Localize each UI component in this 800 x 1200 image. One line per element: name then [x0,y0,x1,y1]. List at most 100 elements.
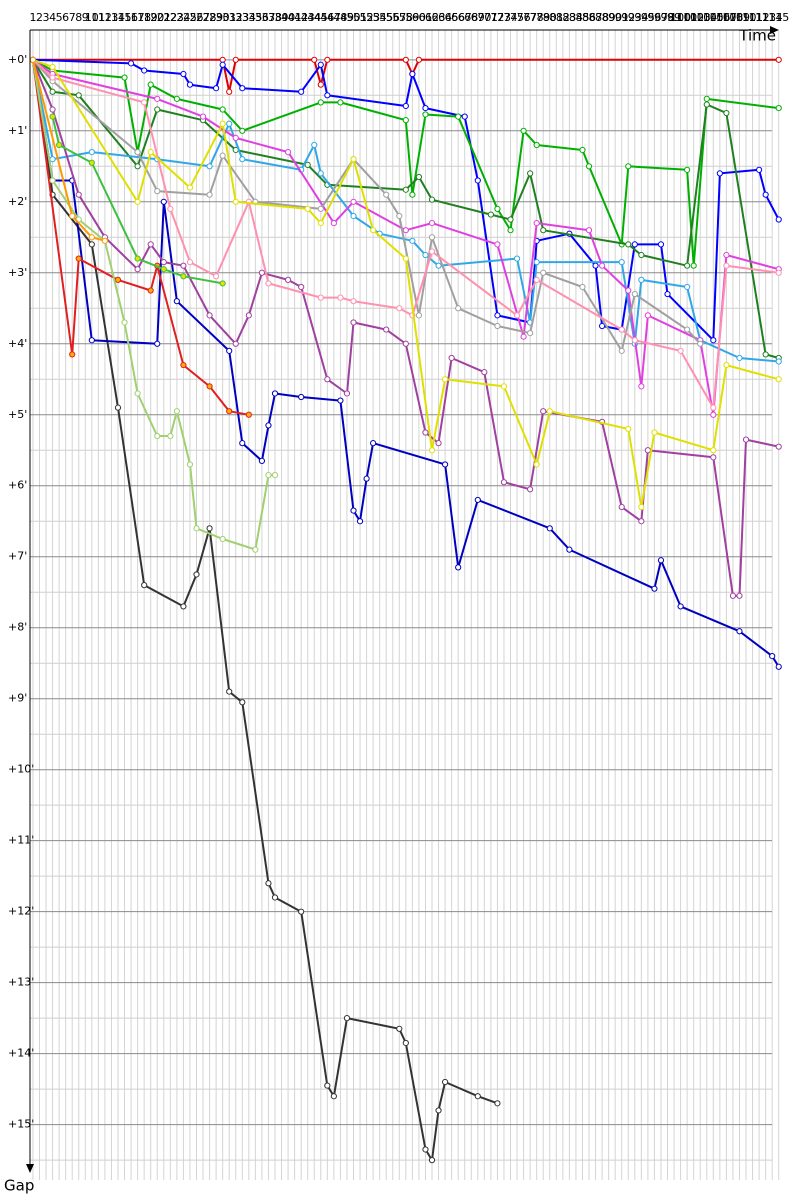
lap-point [638,383,645,390]
lap-point [540,227,547,234]
series [29,56,782,670]
x-tick-label: 81 [549,11,563,24]
lap-point [448,354,455,362]
y-tick-label: +14' [8,1047,34,1060]
x-tick-label: 38 [268,11,282,24]
lap-point [258,269,266,276]
lap-point [141,99,148,106]
lap-point [409,237,416,244]
lap-point [435,440,442,447]
lap-point [134,390,141,397]
lap-point [160,266,167,273]
x-tick-label: 5 [56,11,63,24]
lap-point [350,212,357,220]
lap-point [775,56,782,63]
x-tick-label: 46 [320,11,334,24]
x-tick-label: 94 [634,11,648,24]
lap-point [49,156,56,163]
x-tick-label: 95 [641,11,655,24]
lap-point [684,326,691,333]
lap-point [213,85,220,92]
lap-point [703,95,710,102]
lap-point [625,163,632,170]
lap-point [167,432,174,440]
lap-point [402,227,409,234]
lap-point [513,312,521,319]
lap-point [494,1100,501,1107]
lap-point [134,148,141,156]
lap-point [775,663,782,670]
lap-point [219,61,226,68]
x-tick-label: 76 [517,11,531,24]
lap-point [716,170,723,177]
x-tick-label: 18 [137,11,151,24]
lap-point [664,290,671,298]
grid [30,30,780,1180]
lap-point [324,1082,331,1089]
lap-point [455,305,462,312]
lap-point [409,70,416,78]
lap-point [585,227,593,234]
lap-point [232,198,239,205]
x-tick-label: 96 [647,11,661,24]
lap-point [402,117,409,124]
x-tick-label: 33 [235,11,249,24]
x-tick-label: 6 [62,11,69,24]
series [29,56,252,418]
lap-point [540,408,547,415]
y-tick-label: +4' [8,337,27,350]
lap-point [422,104,429,112]
lap-point [147,148,154,156]
x-tick-label: 68 [464,11,478,24]
x-tick-label: 92 [621,11,635,24]
series-line [31,59,498,1162]
x-tick-label: 49 [340,11,354,24]
lap-point [121,74,128,81]
lap-point [422,1146,429,1153]
lap-point [219,280,226,287]
y-tick-label: +7' [8,550,27,563]
lap-point [114,404,122,411]
lap-point [402,1039,409,1047]
lap-point [769,653,776,660]
lap-point [428,234,436,241]
lap-point [226,88,233,95]
x-tick-label: 39 [275,11,289,24]
lap-point [474,496,481,504]
lap-point [324,92,331,99]
lap-point [775,358,782,365]
x-tick-label: 29 [209,11,223,24]
lap-point [481,369,488,376]
lap-point [422,429,429,436]
lap-point [160,259,167,266]
lap-point [206,191,213,198]
lap-point [226,347,233,354]
x-tick-label: 63 [432,11,446,24]
lap-point [49,63,56,71]
x-tick-label: 111 [742,11,763,24]
x-tick-label: 74 [504,11,518,24]
lap-point [134,198,141,205]
lap-point [88,337,95,344]
lap-point [252,546,259,553]
x-tick-label: 25 [183,11,197,24]
y-tick-label: +9' [8,692,27,705]
lap-point [775,104,782,112]
x-tick-label: 4 [49,11,56,24]
lap-point [625,425,632,433]
lap-point [494,205,501,212]
lap-point [134,255,141,262]
lap-point [258,457,266,464]
lap-point [199,113,207,120]
x-tick-label: 48 [333,11,347,24]
lap-point [88,234,95,241]
lap-point [298,908,305,915]
lap-point [697,340,704,347]
lap-point [343,390,351,397]
x-tick-label: 65 [445,11,459,24]
lap-point [579,283,586,291]
lap-point [723,251,730,259]
lap-point [88,148,95,156]
lap-point [186,461,194,468]
